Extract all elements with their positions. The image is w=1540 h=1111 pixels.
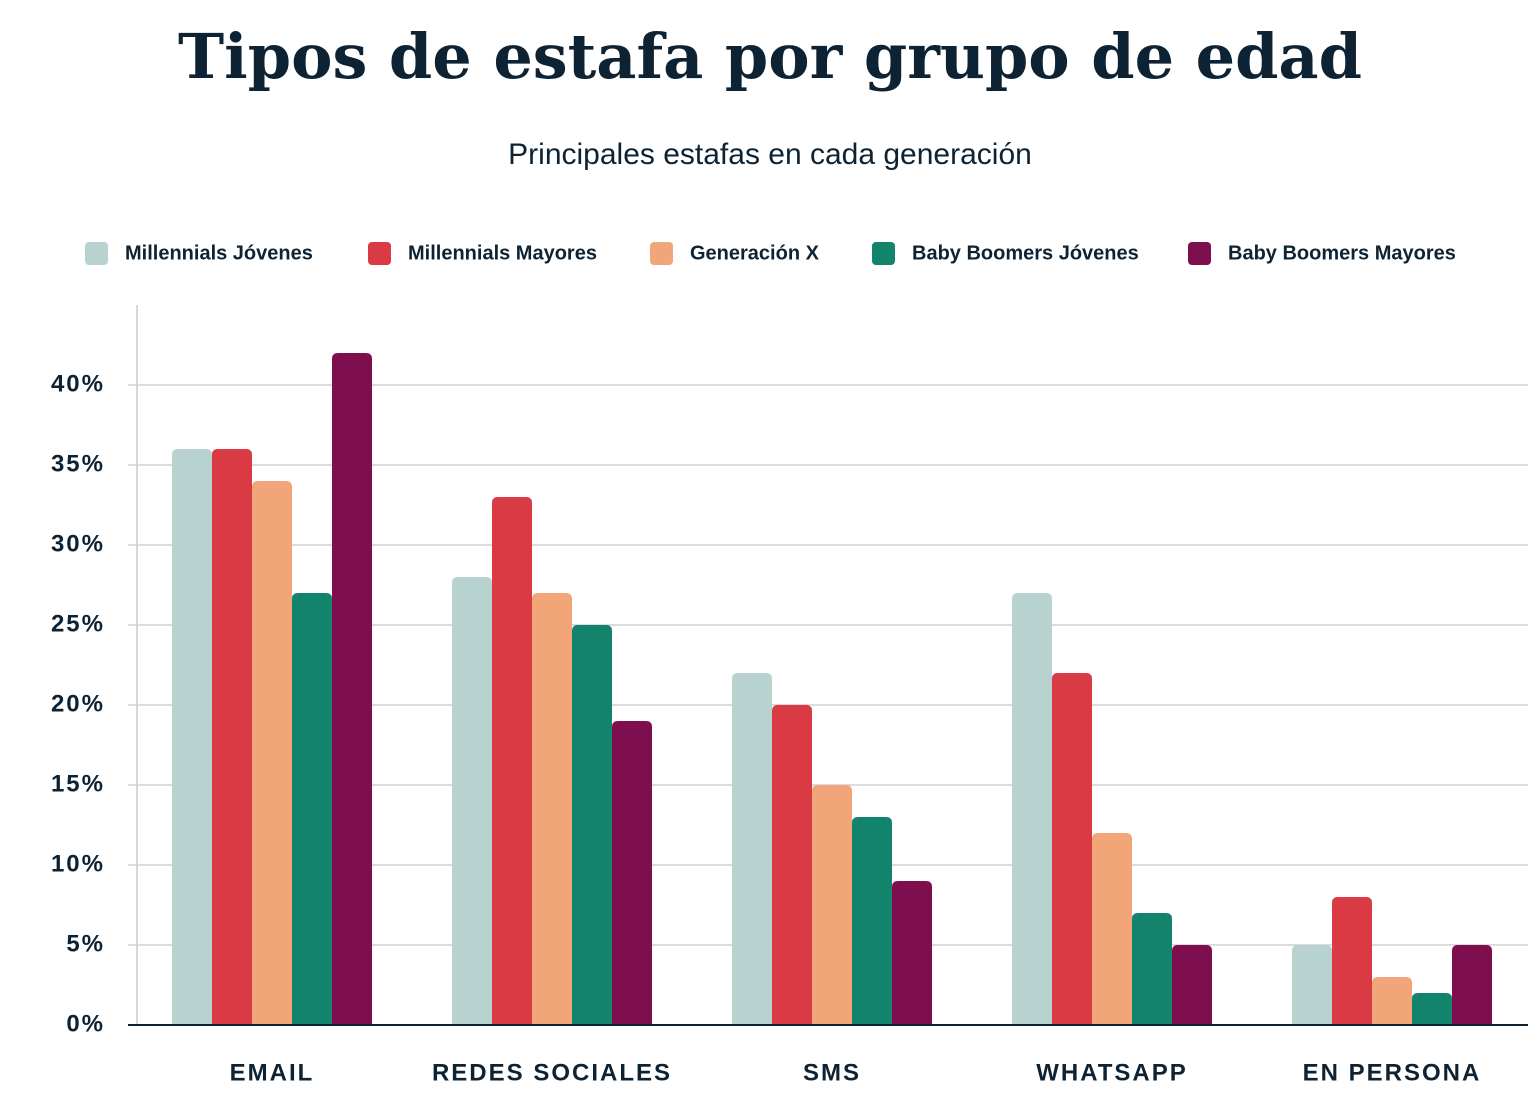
bar xyxy=(1012,593,1052,1025)
legend-swatch xyxy=(85,242,108,265)
bar xyxy=(852,817,892,1025)
bar xyxy=(172,449,212,1025)
y-tick-label: 15% xyxy=(51,770,105,797)
x-tick-label: EN PERSONA xyxy=(1303,1059,1482,1086)
bar xyxy=(252,481,292,1025)
bar xyxy=(1172,945,1212,1025)
bar xyxy=(492,497,532,1025)
y-tick-label: 0% xyxy=(66,1010,105,1037)
legend-swatch xyxy=(1188,242,1211,265)
legend-label: Millennials Jóvenes xyxy=(125,242,313,264)
legend-label: Generación X xyxy=(690,242,820,264)
y-tick-label: 25% xyxy=(51,610,105,637)
bar xyxy=(332,353,372,1025)
x-tick-label: SMS xyxy=(803,1059,861,1086)
chart-subtitle: Principales estafas en cada generación xyxy=(508,138,1032,171)
chart-title: Tipos de estafa por grupo de edad xyxy=(178,20,1362,93)
bar xyxy=(1332,897,1372,1025)
bar xyxy=(1052,673,1092,1025)
bar xyxy=(1132,913,1172,1025)
legend-swatch xyxy=(872,242,895,265)
legend-label: Baby Boomers Mayores xyxy=(1228,242,1456,264)
bar xyxy=(812,785,852,1025)
bar xyxy=(452,577,492,1025)
bar xyxy=(532,593,572,1025)
bar xyxy=(612,721,652,1025)
x-tick-label: EMAIL xyxy=(230,1059,315,1086)
y-tick-label: 10% xyxy=(51,850,105,877)
bar xyxy=(572,625,612,1025)
legend-label: Baby Boomers Jóvenes xyxy=(912,242,1139,264)
bar xyxy=(292,593,332,1025)
legend-label: Millennials Mayores xyxy=(408,242,597,264)
y-tick-label: 40% xyxy=(51,370,105,397)
bar xyxy=(1452,945,1492,1025)
legend-swatch xyxy=(650,242,673,265)
y-tick-label: 20% xyxy=(51,690,105,717)
bar xyxy=(732,673,772,1025)
bar xyxy=(1092,833,1132,1025)
bar xyxy=(892,881,932,1025)
bar xyxy=(1412,993,1452,1025)
bar xyxy=(1292,945,1332,1025)
bar xyxy=(212,449,252,1025)
y-tick-label: 5% xyxy=(66,930,105,957)
legend-swatch xyxy=(368,242,391,265)
bar xyxy=(772,705,812,1025)
bar xyxy=(1372,977,1412,1025)
y-tick-label: 30% xyxy=(51,530,105,557)
x-tick-label: REDES SOCIALES xyxy=(432,1059,672,1086)
x-tick-label: WHATSAPP xyxy=(1036,1059,1188,1086)
y-tick-label: 35% xyxy=(51,450,105,477)
